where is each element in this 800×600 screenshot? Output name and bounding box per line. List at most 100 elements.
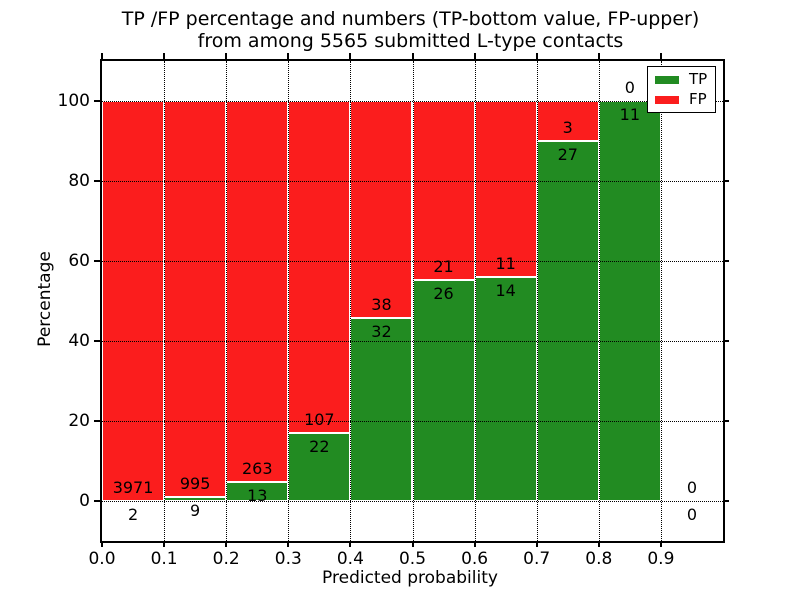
- grid-line-vertical: [598, 61, 600, 541]
- x-tick: [535, 541, 538, 547]
- legend-label-tp: TP: [689, 70, 708, 88]
- grid-line-vertical: [288, 61, 290, 541]
- x-tick-top: [163, 53, 166, 59]
- y-tick: [94, 500, 100, 502]
- legend-row-tp: TP: [655, 72, 708, 87]
- bar-segment-tp: [536, 141, 599, 501]
- y-tick-label: 80: [68, 171, 90, 191]
- legend: TP FP: [647, 66, 716, 113]
- x-tick-top: [535, 53, 538, 59]
- fp-count-label: 38: [371, 295, 392, 315]
- plot-area: 3971 2 995 9 263 13 107 22 38 32 21 26 11 14 3 27 0 11 0 0: [94, 53, 729, 547]
- y-tick-right: [723, 420, 729, 422]
- y-tick-right: [723, 260, 729, 262]
- x-tick: [101, 541, 103, 547]
- y-tick-right: [723, 100, 729, 102]
- grid-line-vertical: [660, 61, 662, 541]
- x-tick-label: 0.4: [336, 549, 364, 569]
- x-tick-label: 0.3: [274, 549, 302, 569]
- tp-count-label: 13: [247, 486, 268, 506]
- y-tick-right: [723, 340, 729, 342]
- tp-count-label: 27: [557, 145, 578, 164]
- grid-line-vertical: [474, 61, 476, 541]
- tp-count-label: 26: [433, 283, 454, 303]
- grid-line-horizontal: [102, 181, 723, 182]
- x-tick-label: 0.2: [212, 549, 240, 569]
- x-tick: [473, 541, 476, 547]
- bar-segment-fp: [350, 101, 413, 319]
- grid-line-horizontal: [102, 501, 723, 502]
- legend-label-fp: FP: [689, 90, 707, 108]
- fp-count-label: 263: [241, 459, 273, 479]
- y-tick: [94, 340, 100, 342]
- x-tick: [411, 541, 414, 547]
- x-tick-label: 0.5: [398, 549, 427, 569]
- grid-line-vertical: [536, 61, 538, 541]
- y-tick: [94, 100, 100, 102]
- bar-segment-tp: [598, 101, 661, 501]
- y-tick-label: 100: [57, 91, 90, 111]
- x-tick: [597, 541, 600, 547]
- chart-title-line1: TP /FP percentage and numbers (TP-bottom…: [121, 8, 700, 30]
- bar-segment-fp: [288, 101, 351, 433]
- x-tick-label: 0.8: [585, 549, 613, 569]
- grid-line-vertical: [412, 61, 414, 541]
- x-axis-label: Predicted probability: [322, 568, 498, 588]
- y-tick-label: 40: [68, 331, 90, 351]
- bar-segment-tp: [288, 432, 351, 501]
- tp-count-label: 2: [127, 504, 139, 524]
- bar-segment-fp: [226, 101, 289, 483]
- x-tick-top: [101, 53, 103, 59]
- fp-count-label: 3: [562, 118, 573, 137]
- grid-line-horizontal: [102, 101, 723, 102]
- grid-line-horizontal: [102, 421, 723, 422]
- x-tick: [287, 541, 290, 547]
- legend-row-fp: FP: [655, 92, 708, 107]
- tp-count-label: 11: [619, 105, 641, 124]
- x-tick-top: [473, 53, 476, 59]
- fp-count-label: 21: [433, 256, 454, 276]
- y-tick: [94, 260, 100, 262]
- x-tick: [659, 541, 662, 547]
- grid-line-horizontal: [102, 341, 723, 342]
- y-tick: [94, 180, 100, 182]
- tp-swatch-icon: [655, 75, 679, 84]
- x-tick-label: 0.7: [523, 549, 551, 569]
- x-tick-label: 0.0: [88, 549, 116, 569]
- grid-line-vertical: [164, 61, 166, 541]
- y-tick-label: 60: [68, 251, 90, 271]
- grid-line-vertical: [226, 61, 228, 541]
- tp-count-label: 32: [371, 322, 392, 342]
- y-tick-label: 20: [68, 411, 90, 431]
- fp-count-label: 107: [304, 409, 335, 429]
- fp-count-label: 995: [179, 474, 211, 494]
- bar-segment-tp: [474, 277, 537, 501]
- fp-count-label: 11: [495, 254, 516, 273]
- bar-segment-tp: [412, 279, 475, 501]
- x-tick-top: [411, 53, 414, 59]
- y-tick-right: [723, 180, 729, 182]
- bar-segment-fp: [412, 101, 475, 280]
- x-tick-top: [659, 53, 662, 59]
- x-tick-label: 0.1: [150, 549, 178, 569]
- bar-segment-tp: [350, 318, 413, 501]
- chart-title-line2: from among 5565 submitted L-type contact…: [197, 30, 624, 52]
- x-tick-label: 0.9: [647, 549, 675, 569]
- bar-segment-fp: [164, 101, 227, 498]
- x-tick-top: [225, 53, 228, 59]
- x-tick-top: [597, 53, 600, 59]
- tp-count-label: 14: [495, 281, 516, 300]
- x-tick-label: 0.6: [461, 549, 489, 569]
- tp-count-label: 22: [309, 436, 330, 456]
- tp-count-label: 9: [190, 501, 201, 521]
- x-tick: [225, 541, 228, 547]
- tp-count-label: 0: [686, 505, 698, 524]
- grid-line-vertical: [350, 61, 352, 541]
- fp-swatch-icon: [655, 95, 679, 104]
- bar-segment-fp: [102, 101, 165, 501]
- fp-count-label: 3971: [112, 477, 154, 497]
- chart-title: TP /FP percentage and numbers (TP-bottom…: [100, 8, 721, 52]
- x-tick-top: [349, 53, 352, 59]
- x-tick-top: [287, 53, 290, 59]
